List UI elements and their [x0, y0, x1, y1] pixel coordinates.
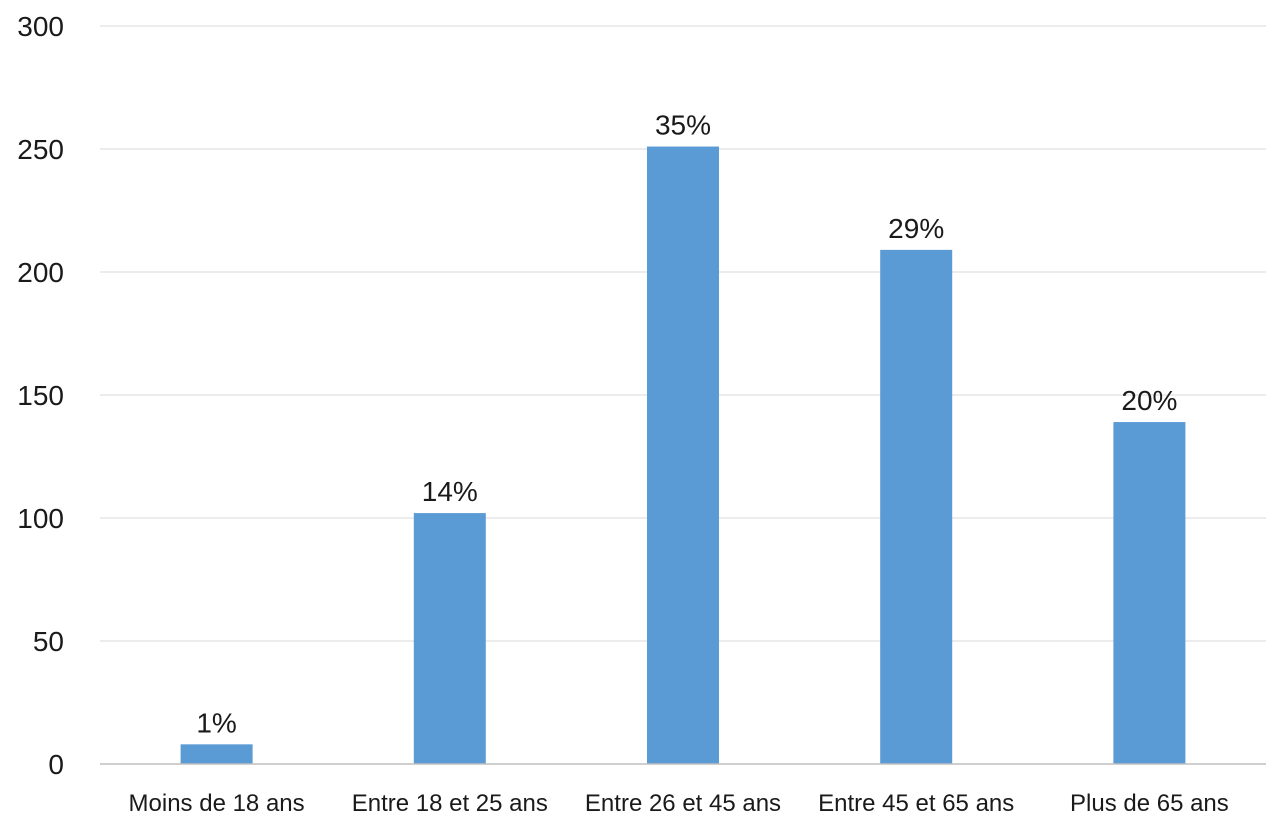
y-tick-label: 100 [17, 503, 64, 534]
x-axis-category-labels: Moins de 18 ans Entre 18 et 25 ans Entre 2… [129, 790, 1229, 817]
bar [647, 146, 719, 765]
data-label: 20% [1121, 385, 1177, 416]
bar [180, 744, 253, 764]
category-label: Moins de 18 ans [129, 790, 305, 816]
category-label: Entre 26 et 45 ans [585, 790, 781, 816]
bars [180, 146, 1186, 765]
bar [880, 249, 953, 765]
bar [413, 513, 486, 764]
y-tick-label: 250 [17, 134, 64, 165]
category-label: Entre 18 et 25 ans [352, 790, 548, 816]
category-label: Entre 45 et 65 ans [818, 790, 1014, 816]
data-label: 14% [422, 476, 478, 507]
y-tick-label: 0 [48, 749, 64, 780]
data-label: 1% [196, 707, 236, 738]
data-labels: 1% 14% 35% 29% 20% [196, 110, 1177, 739]
y-tick-label: 200 [17, 257, 64, 288]
y-tick-label: 300 [17, 11, 64, 42]
y-tick-label: 150 [17, 380, 64, 411]
y-tick-label: 50 [33, 626, 64, 657]
data-label: 29% [888, 213, 944, 244]
y-axis-tick-labels: 0 50 100 150 200 250 300 [17, 11, 64, 780]
data-label: 35% [655, 110, 711, 141]
category-label: Plus de 65 ans [1070, 790, 1229, 816]
bar [1113, 422, 1186, 764]
